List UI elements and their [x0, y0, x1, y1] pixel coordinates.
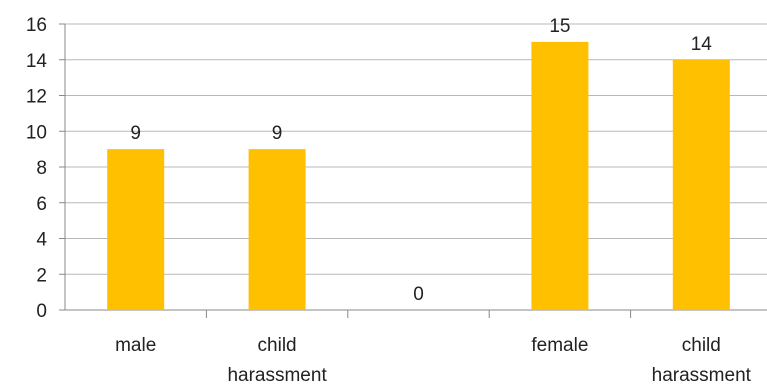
- y-tick-label: 12: [26, 87, 47, 108]
- data-labels: 9 9 0 15 14: [130, 16, 712, 305]
- category-label: female: [531, 335, 588, 356]
- data-label: 0: [413, 284, 424, 305]
- x-axis-category-labels: male child harassment female child harassment: [115, 335, 752, 386]
- category-label: child harassment: [652, 335, 752, 386]
- bar: [248, 149, 306, 310]
- y-tick-label: 16: [26, 15, 47, 36]
- data-label: 14: [691, 34, 713, 55]
- y-tick-label: 8: [36, 158, 47, 179]
- category-label: male: [115, 335, 156, 356]
- bars: [107, 41, 730, 310]
- y-tick-label: 4: [36, 230, 47, 251]
- axes: [59, 23, 767, 318]
- y-axis-tick-labels: 0 2 4 6 8 10 12 14 16: [26, 15, 48, 322]
- bar: [672, 59, 730, 310]
- y-tick-label: 14: [26, 51, 48, 72]
- y-tick-label: 10: [26, 122, 47, 143]
- y-tick-label: 2: [36, 265, 47, 286]
- bar: [107, 149, 165, 310]
- y-tick-label: 0: [36, 301, 47, 322]
- y-tick-label: 6: [36, 194, 47, 215]
- data-label: 15: [549, 16, 570, 37]
- category-label: child harassment: [227, 335, 327, 386]
- data-label: 9: [272, 123, 283, 144]
- gridlines: [65, 23, 767, 275]
- bar: [531, 41, 589, 310]
- data-label: 9: [130, 123, 141, 144]
